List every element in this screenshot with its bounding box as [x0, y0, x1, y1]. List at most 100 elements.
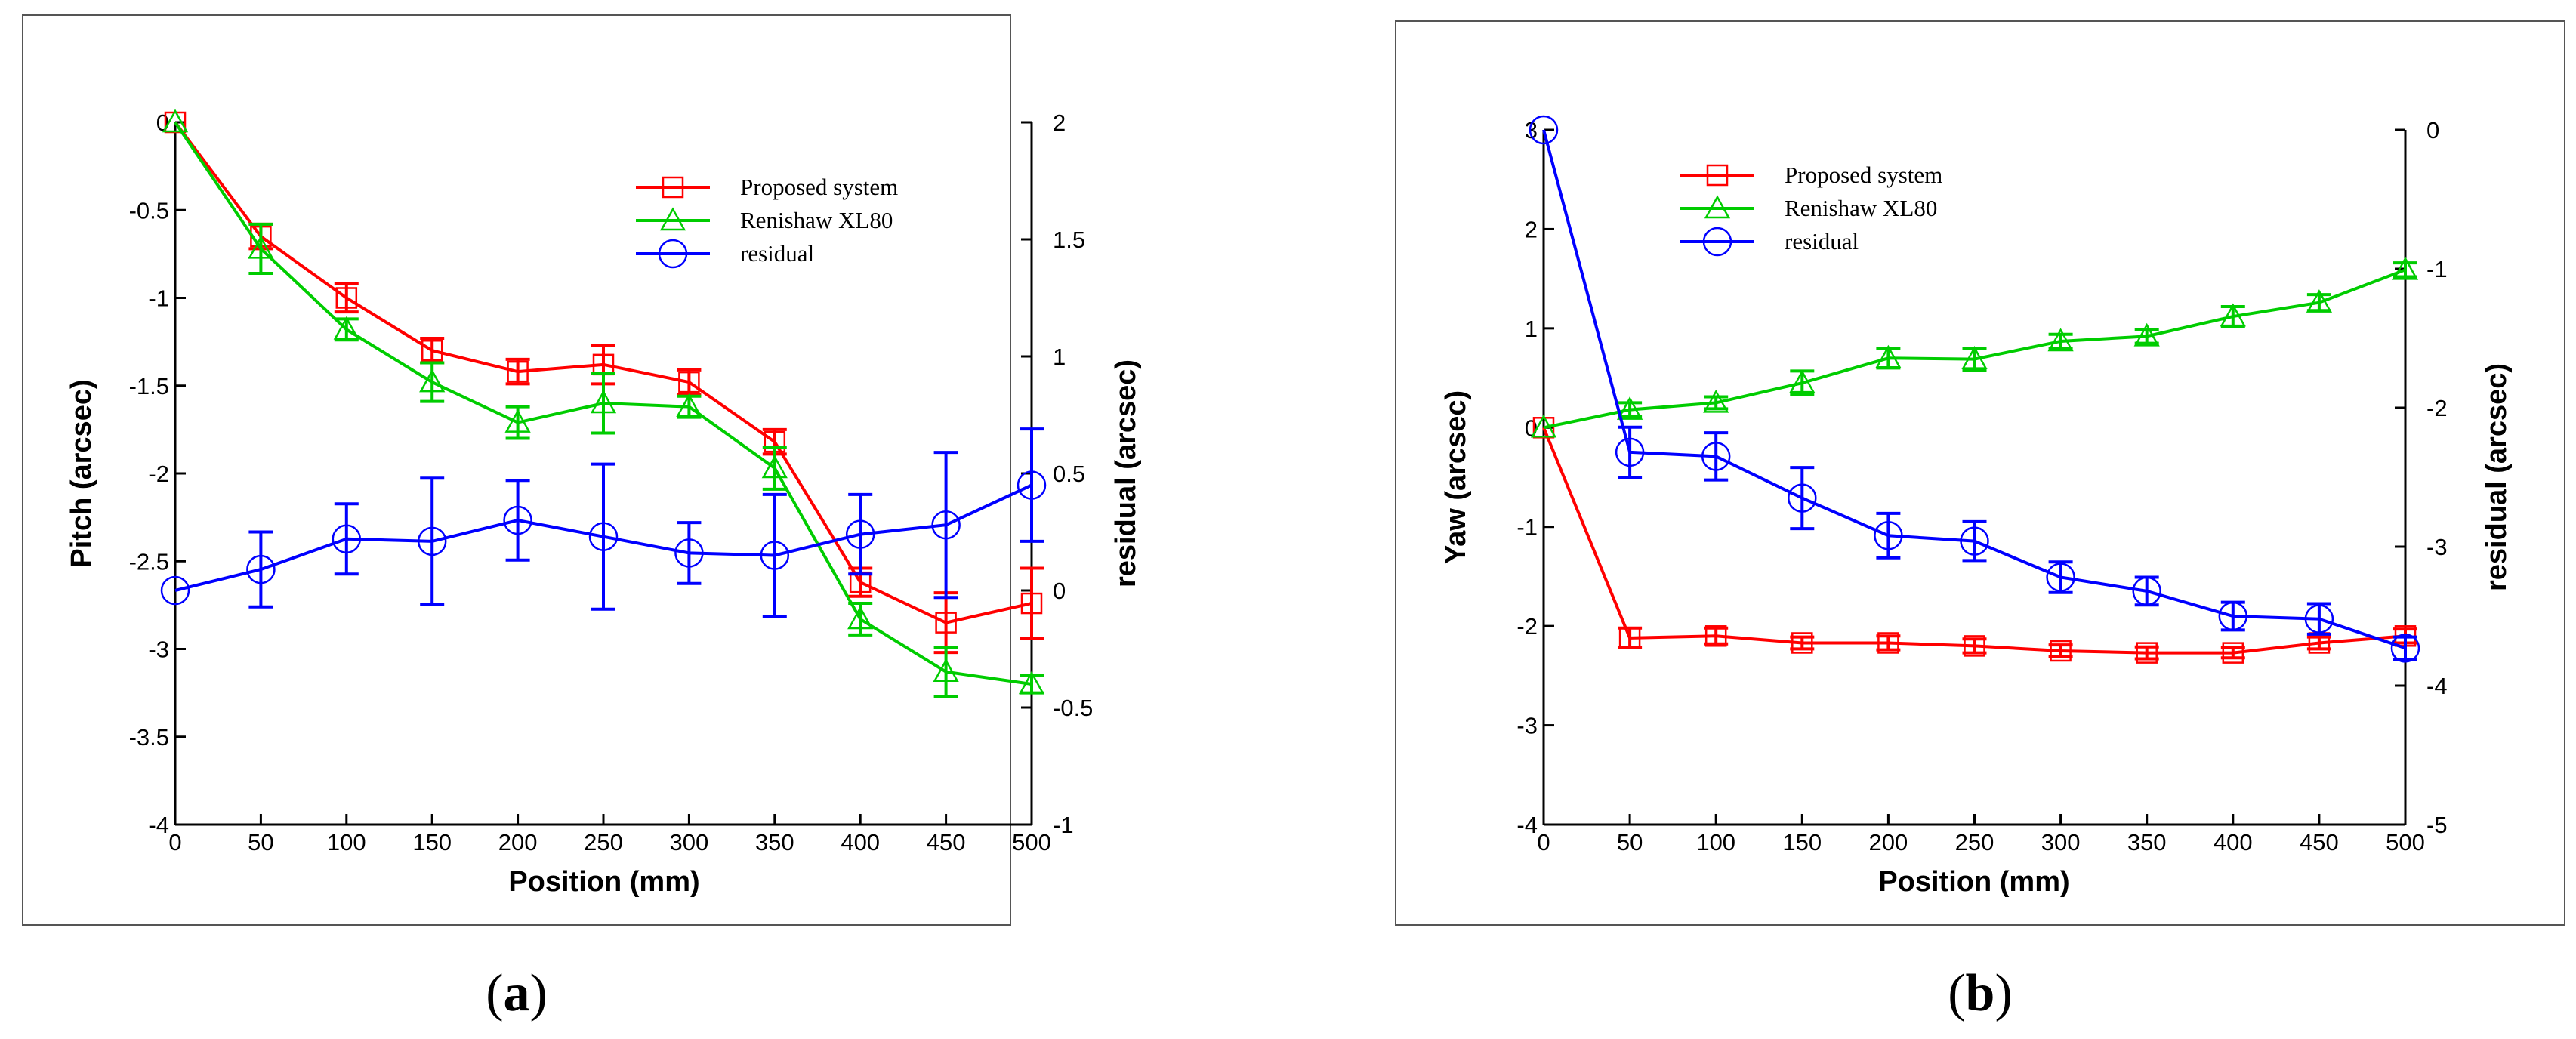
panel-label-a: (a)	[486, 964, 548, 1022]
y-axis-title: Yaw (arcsec)	[1440, 390, 1472, 564]
data-point-circle	[160, 575, 190, 606]
legend-label: Renishaw XL80	[740, 207, 893, 233]
legend-marker-circle	[1702, 227, 1732, 257]
x-tick-label: 150	[1782, 829, 1822, 856]
data-point-triangle	[761, 455, 788, 479]
data-point-triangle	[2392, 256, 2419, 280]
data-point-circle	[760, 541, 790, 570]
data-point-square	[1877, 632, 1899, 654]
data-point-triangle	[2306, 289, 2333, 313]
data-point-square	[935, 612, 957, 634]
data-point-square	[2222, 642, 2244, 664]
x-tick-label: 300	[670, 829, 709, 856]
x-tick-label: 250	[1955, 829, 1994, 856]
y2-tick-label: 0.5	[1053, 461, 1085, 487]
data-point-square	[2050, 640, 2072, 662]
y2-tick-label: 0	[2426, 117, 2439, 143]
y-tick-label: -3	[148, 637, 169, 663]
x-tick-label: 500	[2386, 829, 2425, 856]
data-point-triangle	[1530, 414, 1557, 438]
x-tick-label: 200	[1869, 829, 1908, 856]
data-point-triangle	[2047, 328, 2074, 352]
data-point-square	[1964, 635, 1985, 657]
x-tick-label: 500	[1012, 829, 1051, 856]
data-point-circle	[1701, 442, 1731, 471]
data-point-triangle	[1789, 369, 1816, 393]
data-point-triangle	[1703, 389, 1729, 413]
x-tick-label: 450	[927, 829, 966, 856]
y2-tick-label: -2	[2426, 395, 2448, 421]
legend-marker-triangle	[1704, 195, 1731, 219]
x-tick-label: 300	[2041, 829, 2081, 856]
data-point-square	[1020, 592, 1043, 615]
x-tick-label: 350	[2127, 829, 2167, 856]
x-axis-title: Position (mm)	[508, 866, 699, 898]
data-point-triangle	[1875, 344, 1902, 368]
data-point-triangle	[1961, 346, 1988, 369]
panel-label-b: (b)	[1948, 964, 2013, 1022]
data-point-circle	[2390, 634, 2420, 663]
x-tick-label: 400	[2214, 829, 2253, 856]
y-tick-label: -2	[148, 461, 169, 487]
data-point-square	[678, 371, 700, 393]
y2-tick-label: 2	[1053, 109, 1066, 136]
panel-a-frame	[22, 14, 1011, 926]
data-point-circle	[1615, 437, 1645, 467]
y-tick-label: -1.5	[129, 373, 169, 399]
data-point-triangle	[162, 109, 189, 133]
data-point-triangle	[504, 409, 531, 433]
x-tick-label: 200	[498, 829, 538, 856]
y-tick-label: 3	[1525, 117, 1538, 143]
y-tick-label: -2.5	[129, 548, 169, 575]
y-tick-label: -1	[148, 285, 169, 312]
data-point-circle	[246, 554, 276, 584]
chart-panel-b: 0 50 100 150 200 250 300 350 400 450 500 3 2 1 0 -1 -2 -3…	[1440, 115, 2513, 898]
x-tick-label: 100	[327, 829, 366, 856]
x-tick-label: 350	[755, 829, 794, 856]
data-point-circle	[1788, 483, 1817, 513]
legend-label: Proposed system	[1785, 162, 1942, 188]
data-point-triangle	[933, 658, 959, 682]
y-tick-label: -2	[1516, 613, 1538, 640]
y-tick-label: -3	[1516, 713, 1538, 739]
y2-tick-label: -0.5	[1053, 695, 1093, 721]
x-tick-label: 250	[584, 829, 623, 856]
panel-b-frame	[1395, 20, 2565, 926]
x-tick-label: 150	[412, 829, 452, 856]
data-point-circle	[2046, 563, 2075, 592]
legend-label: residual	[1785, 228, 1859, 254]
legend-marker-circle	[658, 239, 688, 269]
legend-marker-square	[662, 176, 684, 199]
y-tick-label: 2	[1525, 216, 1538, 242]
legend-label: Proposed system	[740, 174, 898, 200]
data-point-circle	[1874, 521, 1903, 550]
data-point-circle	[503, 505, 532, 535]
data-point-circle	[332, 524, 362, 554]
data-point-circle	[417, 526, 447, 556]
data-point-triangle	[248, 235, 274, 259]
legend-marker-square	[1706, 164, 1729, 187]
y-tick-label: 1	[1525, 316, 1538, 342]
y-tick-label: -4	[148, 812, 169, 838]
data-point-square	[335, 287, 358, 309]
y2-tick-label: -1	[1053, 812, 1074, 838]
data-point-circle	[2132, 576, 2161, 606]
y2-tick-label: 1.5	[1053, 227, 1085, 253]
y-tick-label: -1	[1516, 514, 1538, 541]
data-point-circle	[1960, 526, 1989, 556]
data-point-circle	[2218, 601, 2248, 631]
x-tick-label: 50	[248, 829, 273, 856]
data-point-square	[421, 340, 443, 362]
y-tick-label: -4	[1516, 812, 1538, 838]
y-tick-label: -0.5	[129, 197, 169, 224]
x-axis-title: Position (mm)	[1878, 866, 2069, 898]
data-point-triangle	[333, 316, 359, 340]
x-tick-label: 400	[841, 829, 880, 856]
legend-marker-triangle	[659, 207, 686, 231]
data-point-square	[1791, 632, 1813, 654]
y2-tick-label: -3	[2426, 534, 2448, 560]
data-point-circle	[931, 510, 961, 540]
data-point-circle	[1529, 115, 1559, 145]
data-point-square	[2136, 642, 2158, 664]
